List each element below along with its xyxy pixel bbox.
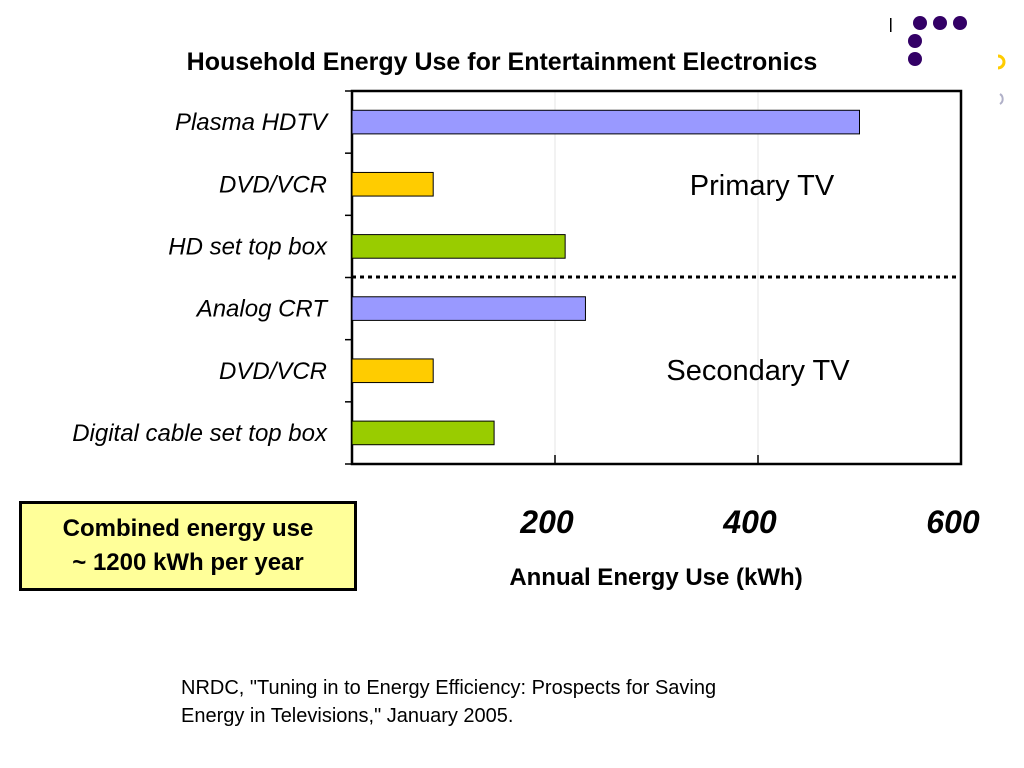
decoration-arc-gray: [999, 93, 1004, 105]
source-line-1: NRDC, "Tuning in to Energy Efficiency: P…: [181, 677, 717, 699]
x-axis-label: Annual Energy Use (kWh): [509, 564, 802, 591]
x-tick-label: 200: [519, 504, 574, 540]
bar: [351, 296, 586, 321]
bar: [351, 109, 860, 135]
decoration-dots: [908, 16, 967, 66]
bar: [351, 358, 434, 384]
category-label: Analog CRT: [195, 296, 330, 323]
decoration-dot: [908, 34, 922, 48]
bar: [351, 234, 566, 259]
combined-energy-callout: Combined energy use ~ 1200 kWh per year: [19, 501, 357, 591]
category-label: HD set top box: [168, 233, 328, 260]
category-labels: Plasma HDTV DVD/VCR HD set top box Analog C…: [72, 109, 329, 447]
callout-line-2: ~ 1200 kWh per year: [72, 549, 304, 576]
energy-chart: Household Energy Use for Entertainment E…: [72, 48, 980, 591]
y-axis-ticks: [345, 90, 352, 465]
slide-decoration: [890, 16, 1006, 105]
group-label-primary: Primary TV: [690, 170, 835, 202]
category-label: Plasma HDTV: [175, 109, 329, 136]
x-tick-labels: 200 400 600: [519, 504, 980, 540]
category-label: DVD/VCR: [219, 358, 327, 385]
category-label: DVD/VCR: [219, 171, 327, 198]
callout-line-1: Combined energy use: [62, 515, 314, 542]
decoration-dot: [953, 16, 967, 30]
decoration-arc-yellow: [997, 54, 1006, 70]
bar: [351, 171, 434, 197]
chart-title: Household Energy Use for Entertainment E…: [187, 48, 818, 76]
decoration-dot: [913, 16, 927, 30]
x-tick-label: 600: [926, 504, 980, 540]
decoration-dot: [933, 16, 947, 30]
source-line-2: Energy in Televisions," January 2005.: [181, 705, 514, 727]
group-label-secondary: Secondary TV: [666, 355, 850, 387]
decoration-bar: [890, 18, 892, 32]
x-tick-label: 400: [722, 504, 777, 540]
category-label: Digital cable set top box: [72, 420, 328, 447]
bars: [351, 109, 860, 446]
decoration-dot: [908, 52, 922, 66]
source-citation: NRDC, "Tuning in to Energy Efficiency: P…: [181, 674, 821, 730]
bar: [351, 420, 495, 446]
